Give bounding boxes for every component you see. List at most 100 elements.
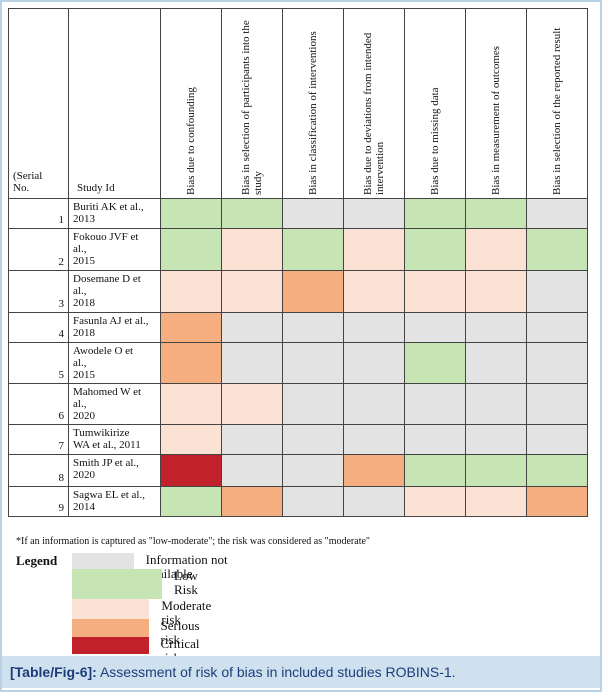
risk-cell — [160, 312, 222, 343]
risk-cell — [404, 424, 466, 455]
legend-swatch — [72, 599, 150, 619]
risk-cell — [526, 312, 588, 343]
serial: 7 — [8, 424, 69, 455]
risk-cell — [160, 228, 222, 271]
risk-cell — [465, 198, 527, 229]
risk-table: (Serial No. Study Id Bias due to confoun… — [8, 8, 588, 517]
risk-cell — [343, 383, 405, 425]
study-id: Sagwa EL et al., 2014 — [68, 486, 161, 517]
risk-cell — [282, 270, 344, 313]
risk-cell — [465, 342, 527, 384]
serial: 2 — [8, 228, 69, 271]
risk-cell — [160, 342, 222, 384]
study-header: Study Id — [68, 8, 161, 199]
domain-header: Bias in selection of participants into t… — [221, 8, 283, 199]
risk-cell — [221, 424, 283, 455]
caption-label: [Table/Fig-6]: — [10, 664, 97, 680]
study-row: 9 Sagwa EL et al., 2014 — [8, 486, 588, 517]
legend-item: Moderate risk — [72, 598, 224, 627]
domain-header: Bias in selection of the reported result — [526, 8, 588, 199]
legend-item: Information not available — [72, 552, 236, 581]
study-row: 4 Fasunla AJ et al., 2018 — [8, 312, 588, 343]
study-row: 8 Smith JP et al., 2020 — [8, 454, 588, 487]
risk-cell — [282, 198, 344, 229]
risk-cell — [343, 454, 405, 487]
risk-cell — [160, 454, 222, 487]
risk-cell — [404, 312, 466, 343]
domain-label: Bias due to deviations from intended int… — [362, 32, 386, 195]
serial: 4 — [8, 312, 69, 343]
study-row: 3 Dosemane D et al., 2018 — [8, 270, 588, 313]
legend-label: Moderate risk — [161, 598, 212, 627]
risk-cell — [465, 270, 527, 313]
domain-label: Bias due to missing data — [429, 87, 441, 195]
domain-header: Bias due to confounding — [160, 8, 222, 199]
legend-item: Low Risk — [72, 569, 198, 599]
risk-cell — [404, 228, 466, 271]
study-id: Fokouo JVF et al., 2015 — [68, 228, 161, 271]
risk-cell — [526, 486, 588, 517]
risk-cell — [282, 342, 344, 384]
study-row: 7 Tumwikirize WA et al., 2011 — [8, 424, 588, 455]
legend-swatch — [72, 619, 149, 637]
risk-cell — [160, 270, 222, 313]
risk-cell — [526, 342, 588, 384]
risk-cell — [221, 342, 283, 384]
footnote: *If an information is captured as "low-m… — [16, 536, 370, 547]
risk-cell — [465, 424, 527, 455]
risk-cell — [221, 312, 283, 343]
legend-label: Critical risk — [160, 636, 200, 665]
risk-cell — [404, 383, 466, 425]
legend-label: Information not available — [145, 552, 228, 581]
serial: 6 — [8, 383, 69, 425]
risk-cell — [465, 383, 527, 425]
risk-cell — [282, 228, 344, 271]
domain-header: Bias in measurement of outcomes — [465, 8, 527, 199]
study-id: Buriti AK et al., 2013 — [68, 198, 161, 229]
study-row: 1 Buriti AK et al., 2013 — [8, 198, 588, 229]
legend-swatch — [72, 569, 162, 599]
risk-cell — [221, 270, 283, 313]
study-id: Fasunla AJ et al., 2018 — [68, 312, 161, 343]
risk-cell — [465, 312, 527, 343]
serial: 8 — [8, 454, 69, 487]
risk-cell — [343, 342, 405, 384]
domain-label: Bias in measurement of outcomes — [490, 45, 502, 195]
study-id: Tumwikirize WA et al., 2011 — [68, 424, 161, 455]
risk-cell — [221, 198, 283, 229]
risk-cell — [221, 228, 283, 271]
legend-item: Serious risk — [72, 619, 213, 647]
risk-cell — [221, 383, 283, 425]
study-id: Smith JP et al., 2020 — [68, 454, 161, 487]
serial: 3 — [8, 270, 69, 313]
risk-cell — [526, 383, 588, 425]
risk-cell — [404, 454, 466, 487]
domain-label: Bias in selection of the reported result — [551, 27, 563, 195]
risk-cell — [282, 383, 344, 425]
risk-cell — [343, 228, 405, 271]
risk-cell — [343, 270, 405, 313]
risk-cell — [526, 198, 588, 229]
risk-cell — [343, 312, 405, 343]
risk-cell — [404, 486, 466, 517]
legend-label: Low Risk — [174, 568, 198, 597]
risk-cell — [404, 198, 466, 229]
caption: [Table/Fig-6]: Assessment of risk of bia… — [2, 656, 600, 688]
caption-text: Assessment of risk of bias in included s… — [96, 664, 456, 680]
study-id: Dosemane D et al., 2018 — [68, 270, 161, 313]
domain-label: Bias in classification of interventions — [307, 31, 319, 195]
risk-cell — [343, 198, 405, 229]
legend-item: Critical risk — [72, 636, 213, 665]
risk-cell — [526, 424, 588, 455]
risk-cell — [282, 424, 344, 455]
risk-cell — [160, 424, 222, 455]
serial: 9 — [8, 486, 69, 517]
risk-cell — [465, 228, 527, 271]
serial-header: (Serial No. — [8, 8, 69, 199]
risk-cell — [282, 312, 344, 343]
risk-cell — [526, 270, 588, 313]
legend-swatch — [72, 637, 149, 654]
risk-cell — [404, 342, 466, 384]
serial: 5 — [8, 342, 69, 384]
